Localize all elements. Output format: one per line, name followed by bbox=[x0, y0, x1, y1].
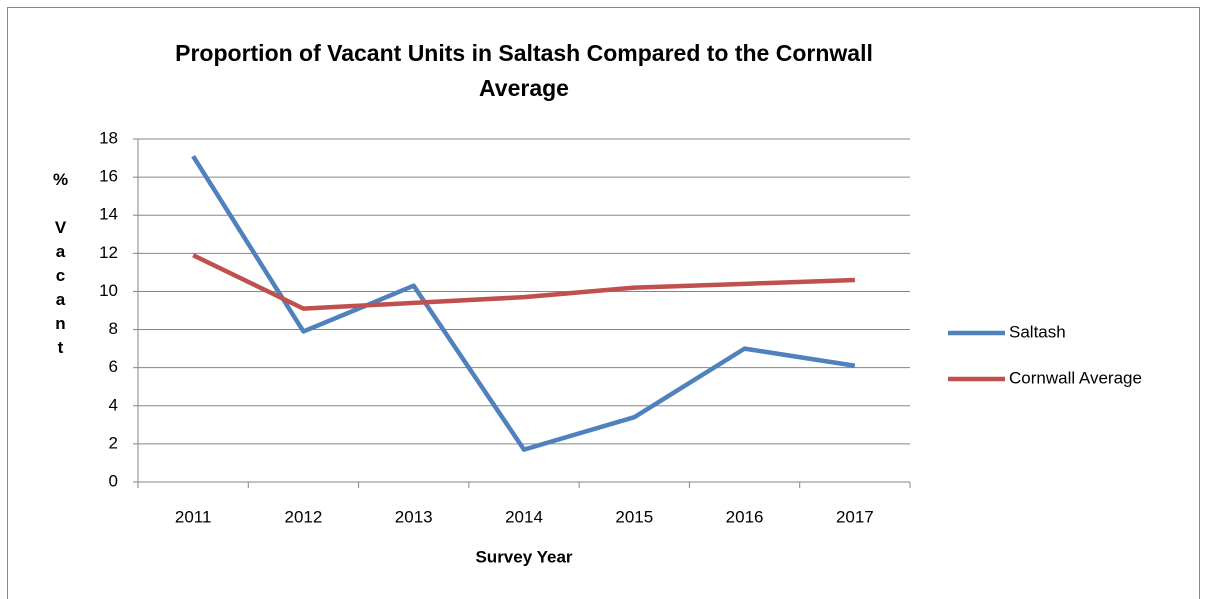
legend-label: Cornwall Average bbox=[1009, 368, 1142, 387]
y-tick-label: 16 bbox=[99, 167, 118, 186]
y-axis-label: % Vacant bbox=[51, 170, 70, 362]
x-tick-label: 2012 bbox=[285, 507, 323, 526]
y-tick-label: 14 bbox=[99, 205, 118, 224]
x-tick-label: 2013 bbox=[395, 507, 433, 526]
series-line bbox=[192, 253, 855, 311]
y-tick-label: 4 bbox=[109, 395, 118, 414]
legend-label: Saltash bbox=[1009, 322, 1066, 341]
x-tick-label: 2011 bbox=[175, 507, 212, 526]
chart-title: Proportion of Vacant Units in Saltash Co… bbox=[175, 40, 873, 101]
y-tick-label: 10 bbox=[99, 281, 118, 300]
y-tick-label: 2 bbox=[109, 433, 118, 452]
y-tick-label: 12 bbox=[99, 243, 118, 262]
y-tick-label: 0 bbox=[109, 471, 118, 490]
y-tick-label: 6 bbox=[109, 357, 118, 376]
chart-border bbox=[7, 7, 1200, 599]
y-tick-label: 18 bbox=[99, 128, 118, 147]
x-axis-label: Survey Year bbox=[475, 547, 572, 566]
x-tick-label: 2017 bbox=[836, 507, 874, 526]
x-tick-label: 2014 bbox=[505, 507, 543, 526]
x-tick-label: 2015 bbox=[615, 507, 653, 526]
y-tick-label: 8 bbox=[109, 319, 118, 338]
x-tick-label: 2016 bbox=[726, 507, 764, 526]
series-line bbox=[191, 154, 856, 452]
